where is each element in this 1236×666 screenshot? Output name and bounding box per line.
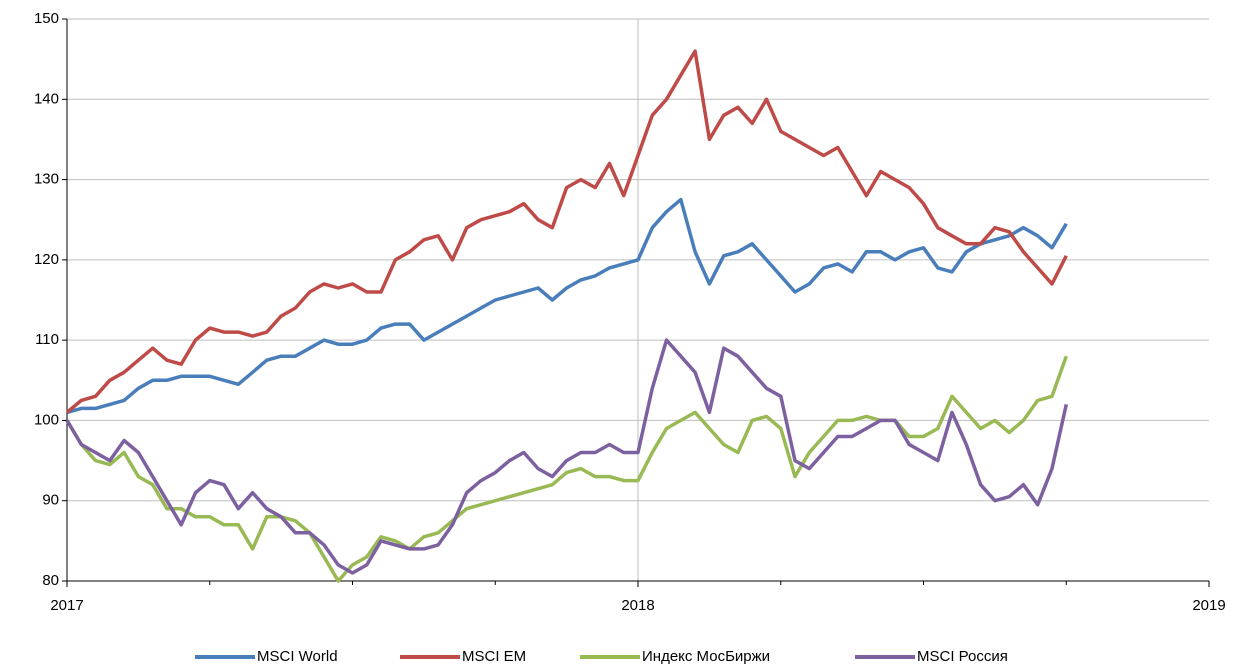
series-line (65, 355, 1068, 583)
y-tick-label: 150 (34, 10, 59, 27)
series-line (66, 197, 1068, 415)
y-tick-label: 140 (34, 90, 59, 107)
y-tick-label: 110 (35, 331, 59, 348)
y-tick-label: 90 (42, 492, 59, 509)
legend-label: MSCI Россия (917, 648, 1008, 665)
x-tick-label: 2019 (1192, 597, 1225, 614)
legend-label: Индекс МосБиржи (642, 648, 770, 665)
series-line (65, 338, 1069, 575)
y-tick-label: 100 (34, 411, 59, 428)
legend-label: MSCI World (257, 648, 338, 665)
x-tick-label: 2017 (50, 597, 83, 614)
series-line (65, 49, 1068, 414)
y-tick-label: 120 (34, 251, 59, 268)
y-tick-label: 80 (42, 572, 59, 589)
legend-label: MSCI EM (462, 648, 526, 665)
x-tick-label: 2018 (621, 597, 654, 614)
y-tick-label: 130 (34, 171, 59, 188)
